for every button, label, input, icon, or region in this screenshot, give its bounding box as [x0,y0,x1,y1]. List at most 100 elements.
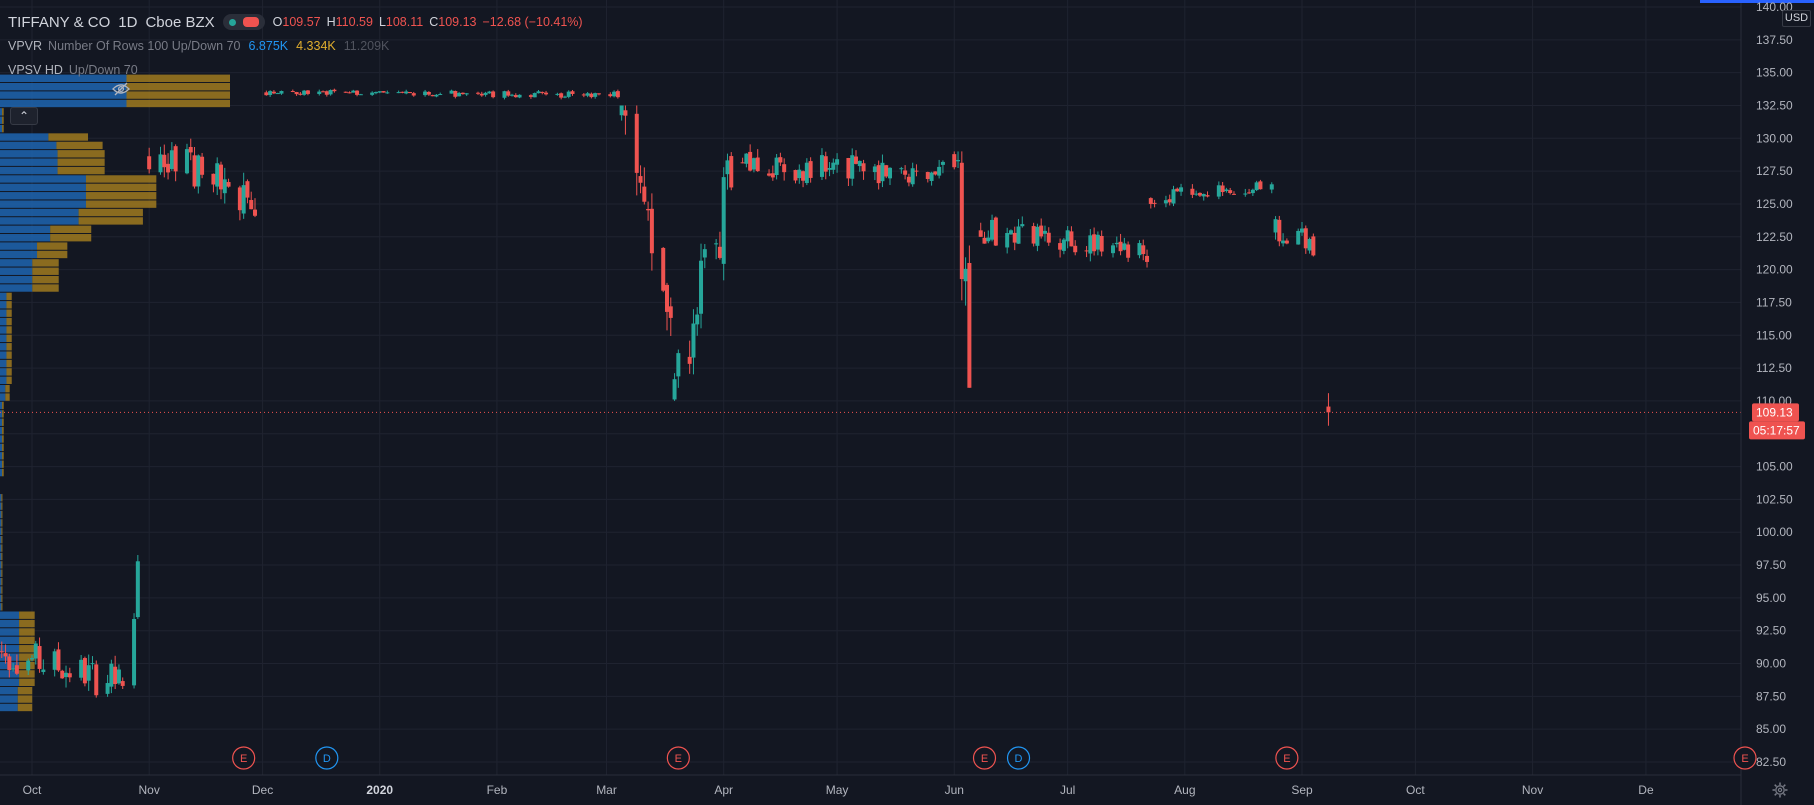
candle-body [1137,243,1142,256]
volume-profile-up-bar [0,259,33,267]
candle-body [672,379,677,400]
volume-profile-up-bar [0,536,2,544]
candle-body [1250,189,1255,194]
candle-body [26,660,31,671]
interval-label[interactable]: 1D [118,13,138,31]
volume-profile-up-bar [0,687,18,695]
volume-profile-down-bar [32,275,59,284]
candle-body [1224,189,1229,191]
candle-body [215,163,220,187]
earnings-marker[interactable] [972,746,997,770]
candle-body [740,162,745,164]
candle-body [211,173,216,185]
vpsv-name[interactable]: VPSV HD [8,63,63,77]
dividend-marker[interactable] [1006,746,1031,770]
currency-button[interactable]: USD [1782,10,1811,27]
volume-profile-down-bar [1,561,3,569]
volume-profile-down-bar [19,645,35,653]
candle-body [135,561,140,618]
candle-body [1163,200,1168,204]
candle-body [355,90,360,95]
candle-body [1175,188,1180,192]
volume-profile-down-bar [19,628,35,636]
candle-body [1216,185,1221,197]
volume-profile-up-bar [0,385,6,393]
candle-body [56,649,61,671]
symbol-name[interactable]: TIFFANY & CO [8,13,111,31]
candle-body [1148,198,1153,204]
candle-body [1254,182,1259,191]
candle-body [1031,226,1036,244]
candle-body [94,664,99,696]
volume-profile-down-bar [1,494,3,502]
vpvr-name[interactable]: VPVR [8,39,43,53]
dividend-marker[interactable] [315,746,339,770]
volume-profile-down-bar [78,208,143,217]
candle-body [237,187,242,211]
candle-body [585,93,590,96]
earnings-marker[interactable] [1275,746,1299,770]
vpvr-legend-row[interactable]: VPVR Number Of Rows 100 Up/Down 70 6.875… [8,34,583,58]
candle-body [1152,202,1157,204]
vpsv-params: Up/Down 70 [68,63,138,77]
candle-body [608,94,613,97]
symbol-row[interactable]: TIFFANY & CO 1D Cboe BZX O 109.57 H 110.59… [8,10,583,34]
candle-body [1277,219,1282,242]
candle-body [906,176,911,183]
candle-body [426,91,431,95]
candle-body [86,665,91,681]
vpsv-legend-row[interactable]: VPSV HD Up/Down 70 [8,58,583,82]
candle-body [744,153,749,164]
price-tick-label: 135.00 [1756,66,1793,80]
candle-body [1039,225,1044,237]
candle-body [1197,192,1202,196]
volume-profile-up-bar [0,275,33,284]
candle-body [241,185,246,214]
candle-body [634,113,639,173]
volume-profile-up-bar [0,317,7,326]
time-tick-label: Oct [23,783,42,797]
earnings-marker[interactable] [1733,746,1757,770]
time-tick-label: De [1638,783,1654,797]
market-status-icon[interactable] [222,14,265,30]
gear-icon[interactable] [1772,782,1788,798]
candle-body [1201,194,1206,197]
candle-body [113,666,118,685]
volume-profile-down-bar [17,695,33,703]
candle-body [827,167,832,170]
candle-body [1035,226,1040,246]
candle-body [67,673,72,678]
earnings-marker[interactable] [666,746,690,770]
earnings-marker-label: E [240,753,247,765]
candle-body [532,93,537,98]
volume-profile-up-bar [0,645,20,653]
volume-profile-down-bar [56,141,103,150]
volume-profile-up-bar [0,192,86,200]
candle-body [1179,187,1184,192]
countdown-badge [1749,421,1805,440]
chevron-up-icon[interactable]: ⌃ [10,107,38,125]
volume-profile-down-bar [2,460,4,468]
candle-body [321,91,326,93]
volume-profile-down-bar [6,343,12,351]
earnings-marker-label: E [675,753,682,765]
volume-profile-up-bar [0,74,127,82]
earnings-marker[interactable] [232,746,256,770]
volume-profile-up-bar [0,234,51,242]
candle-body [1008,230,1013,235]
candle-body [835,159,840,165]
volume-profile-down-bar [57,158,105,166]
candle-body [1088,235,1093,254]
eye-off-icon[interactable] [112,82,130,96]
candle-body [695,314,700,325]
volume-profile-up-bar [0,343,7,351]
candle-body [767,173,772,176]
volume-profile-down-bar [19,670,35,678]
candle-body [1114,242,1119,245]
time-tick-label: Jun [945,783,964,797]
volume-profile-down-bar [2,452,4,460]
candle-body [105,683,110,694]
candle-body [649,208,654,254]
